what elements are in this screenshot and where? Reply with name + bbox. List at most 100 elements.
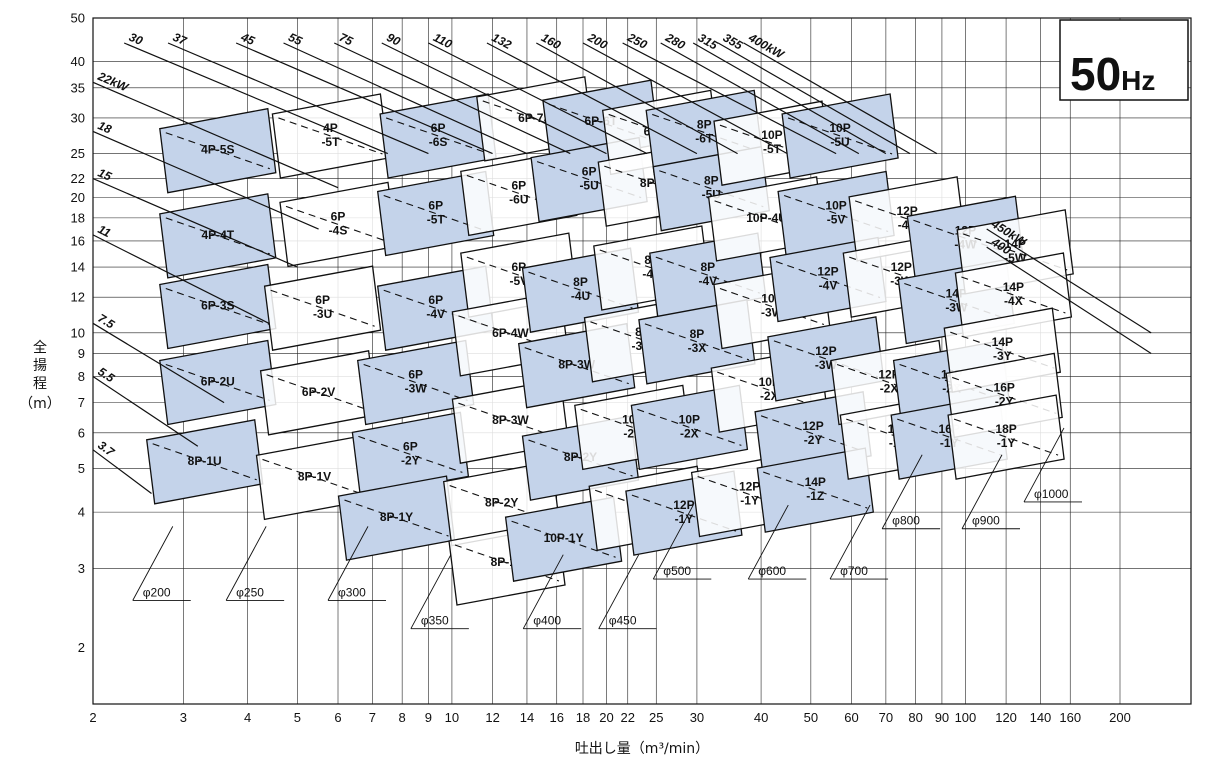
pump-zone-label: -3X (688, 341, 707, 355)
pump-zone-label: -5T (321, 135, 340, 149)
pump-zone-guide (773, 340, 879, 378)
pump-zone-guide (449, 485, 554, 523)
pump-zone-guide (631, 494, 737, 532)
x-tick-label: 30 (690, 710, 704, 725)
diameter-callout-label: φ700 (840, 564, 868, 578)
diameter-callout: φ250 (225, 526, 285, 601)
pump-zone-guide (458, 315, 563, 353)
pump-zone-label: 6P-2V (302, 385, 335, 399)
power-line (92, 376, 199, 447)
pump-zone-guide (849, 256, 954, 294)
pump-zone: 4P-4T (159, 193, 277, 279)
x-tick-label: 25 (649, 710, 663, 725)
pump-zone-guide (458, 402, 563, 440)
power-line (622, 42, 837, 155)
y-tick-label: 7 (78, 395, 85, 410)
x-tick-label: 18 (576, 710, 590, 725)
diameter-callout-leader (652, 504, 694, 580)
pump-zone-label: 4P-5S (201, 143, 234, 157)
x-tick-label: 6 (334, 710, 341, 725)
pump-zone-label: 6P (403, 439, 418, 453)
pump-zone: 14P-1Z (756, 447, 875, 533)
pump-zone-label: -2X (880, 381, 899, 395)
pump-zone-guide (344, 499, 449, 537)
pump-zone-label: 10P (761, 128, 782, 142)
pump-zone-label: -2X (680, 426, 699, 440)
pump-zone-label: 8P-3W (558, 358, 595, 372)
pump-zone-label: -4V (819, 279, 838, 293)
pump-zone-guide (899, 363, 1004, 401)
pump-zone-guide (953, 418, 1059, 456)
pump-zone-label: 12P (891, 260, 912, 274)
power-line (428, 42, 648, 155)
pump-zone-shape (947, 394, 1065, 480)
pump-zone-label: 12P (815, 344, 836, 358)
pump-zone-label: 18P (995, 422, 1016, 436)
pump-zone-label: 12P (817, 265, 838, 279)
pump-zone-guide (454, 544, 560, 582)
x-tick-label: 9 (425, 710, 432, 725)
pump-zone-guide (637, 408, 742, 446)
power-line-label: 18 (96, 118, 114, 136)
diameter-callout-leader (225, 526, 267, 601)
pump-zone-label: 6P (428, 293, 443, 307)
diameter-callout: φ300 (327, 526, 387, 601)
pump-zone-guide (604, 165, 709, 203)
pump-zone-guide (536, 161, 642, 199)
x-axis-title: 吐出し量（m³/min） (575, 741, 709, 757)
pump-zone-guide (652, 113, 757, 151)
pump-zone-label: -3U (313, 307, 332, 321)
power-line (123, 42, 388, 155)
pump-zone-label: 6P (315, 293, 330, 307)
pump-zone-label: -4X (1004, 294, 1023, 308)
x-tick-label: 16 (550, 710, 564, 725)
pump-zone-label: 8P-2Y (485, 496, 518, 510)
pump-zone-label: 14P (1003, 280, 1024, 294)
pump-zone-label: -5V (827, 213, 846, 227)
power-line (536, 42, 738, 155)
pump-zone-guide (952, 376, 1057, 414)
x-tick-label: 20 (599, 710, 613, 725)
y-axis-title: 全 揚 程 （m） (19, 339, 61, 412)
x-tick-label: 100 (955, 710, 977, 725)
y-tick-label: 8 (78, 369, 85, 384)
pump-zone-guide (760, 415, 866, 453)
diameter-callout-label: φ900 (972, 514, 1000, 528)
x-tick-label: 8 (399, 710, 406, 725)
axis-ticks: 2 3 4 5 6 7 8 9 10 12 14 16 18 20 22 25 30 40 50 60 70 80 90 10… (71, 11, 1131, 726)
pump-zone-label: 10P (679, 412, 700, 426)
diameter-callout: φ450 (598, 554, 657, 630)
diameter-labels: φ200 φ250 φ300 φ350 φ400 φ450 φ500 φ600 φ700 φ800… (132, 427, 1082, 630)
pump-zone-label: -1Y (997, 436, 1016, 450)
pump-zone-label: -5U (579, 179, 598, 193)
pump-zone-label: 12P (896, 204, 917, 218)
y-tick-label: 3 (78, 561, 85, 576)
pump-zone-shape (159, 107, 277, 194)
pump-zones: 4P-5S4P-4T6P-3S6P-2U8P-1U4P-5T6P-4S6P-3U… (145, 76, 1074, 606)
pump-zone-guide (511, 520, 616, 558)
x-tick-label: 50 (804, 710, 818, 725)
pump-zone-label: -6T (695, 131, 714, 145)
x-tick-label: 22 (621, 710, 635, 725)
y-tick-label: 22 (71, 171, 85, 186)
y-tick-label: 14 (71, 260, 85, 275)
power-line (486, 42, 698, 155)
pump-zone-label: 8P-1Y (380, 510, 413, 524)
y-tick-label: 10 (71, 325, 85, 340)
frequency-unit: Hz (1121, 65, 1155, 96)
y-axis-title-unit: （m） (19, 396, 61, 412)
power-line (283, 42, 528, 155)
diameter-callout-leader (598, 554, 640, 629)
x-tick-label: 70 (879, 710, 893, 725)
y-tick-label: 6 (78, 425, 85, 440)
pump-zone-guide (655, 256, 760, 294)
pump-zone-label: -5T (427, 213, 446, 227)
y-axis-title-char-2: 揚 (33, 357, 47, 374)
power-line (743, 42, 938, 155)
x-tick-label: 10 (445, 710, 459, 725)
pump-zone-guide (385, 117, 491, 155)
pump-zone-guide (783, 194, 889, 233)
pump-zone-label: -3W (405, 381, 428, 395)
pump-zone-shape (756, 447, 875, 533)
x-tick-label: 60 (844, 710, 858, 725)
